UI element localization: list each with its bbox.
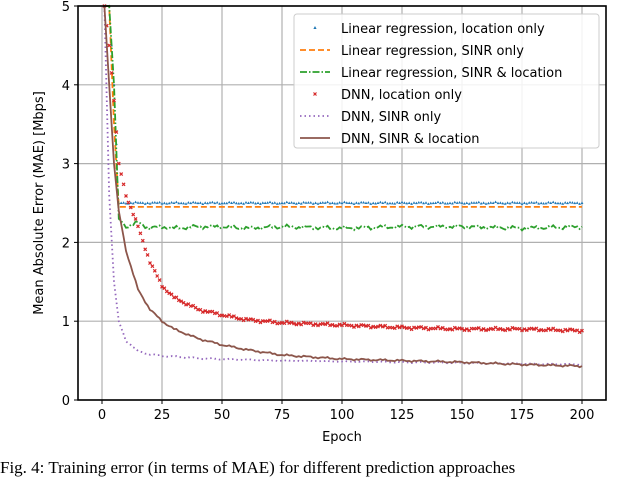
x-tick-label: 100 [330,408,355,423]
y-tick-label: 4 [62,79,70,94]
series-5 [103,5,583,369]
x-tick-label: 175 [510,408,535,423]
series-layer [102,4,584,369]
y-tick-label: 3 [62,158,70,173]
series-2 [104,5,583,232]
series-0 [103,4,584,205]
legend-entry: Linear regression, SINR & location [341,66,562,81]
y-tick-label: 1 [62,315,70,330]
x-tick-label: 25 [154,408,171,423]
y-tick-label: 2 [62,236,70,251]
series-4 [103,5,583,367]
legend-entry: DNN, SINR only [341,110,442,125]
legend-entry: Linear regression, location only [341,22,545,37]
x-tick-label: 150 [450,408,475,423]
figure-caption: Fig. 4: Training error (in terms of MAE)… [0,458,516,477]
x-tick-label: 75 [274,408,291,423]
x-axis-label: Epoch [322,430,362,445]
y-axis-ticks: 0 1 2 3 4 5 [62,0,78,409]
y-tick-label: 5 [62,0,70,15]
series-1 [104,5,582,208]
x-tick-label: 125 [390,408,415,423]
legend-entry: DNN, location only [341,88,462,103]
x-axis-ticks: 0 25 50 75 100 125 150 175 200 [98,400,595,423]
y-axis-label: Mean Absolute Error (MAE) [Mbps] [32,91,47,315]
y-tick-label: 0 [62,394,70,409]
x-tick-label: 200 [570,408,595,423]
legend-entry: DNN, SINR & location [341,132,480,147]
legend: Linear regression, location only Linear r… [293,13,600,149]
series-3 [102,4,584,335]
x-tick-label: 0 [98,408,106,423]
x-tick-label: 50 [214,408,231,423]
legend-entry: Linear regression, SINR only [341,44,524,59]
